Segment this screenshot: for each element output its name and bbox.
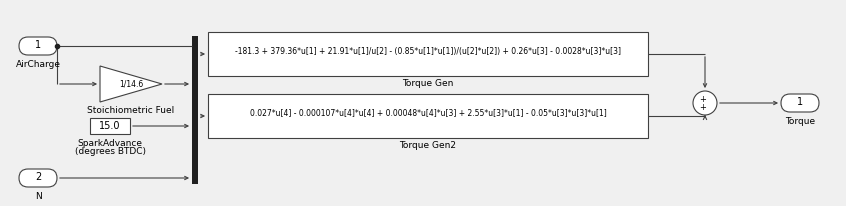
Text: -181.3 + 379.36*u[1] + 21.91*u[1]/u[2] - (0.85*u[1]*u[1])/(u[2]*u[2]) + 0.26*u[3: -181.3 + 379.36*u[1] + 21.91*u[1]/u[2] -… — [235, 47, 621, 55]
Text: (degrees BTDC): (degrees BTDC) — [74, 147, 146, 156]
Text: 15.0: 15.0 — [99, 121, 121, 131]
Text: +: + — [700, 95, 706, 103]
Text: Torque Gen2: Torque Gen2 — [399, 140, 457, 150]
Bar — [208, 94, 648, 138]
Text: Torque Gen: Torque Gen — [403, 78, 453, 88]
Text: +: + — [700, 103, 706, 111]
FancyBboxPatch shape — [781, 94, 819, 112]
Bar — [90, 118, 130, 134]
Polygon shape — [100, 66, 162, 102]
Text: 1: 1 — [797, 97, 803, 107]
Bar — [192, 36, 198, 184]
FancyBboxPatch shape — [19, 37, 57, 55]
Text: Stoichiometric Fuel: Stoichiometric Fuel — [87, 105, 174, 115]
Bar — [208, 32, 648, 76]
Text: 1/14.6: 1/14.6 — [119, 80, 143, 89]
Text: 1: 1 — [35, 40, 41, 50]
FancyBboxPatch shape — [19, 169, 57, 187]
Circle shape — [693, 91, 717, 115]
Text: Torque: Torque — [785, 117, 815, 126]
Text: 0.027*u[4] - 0.000107*u[4]*u[4] + 0.00048*u[4]*u[3] + 2.55*u[3]*u[1] - 0.05*u[3]: 0.027*u[4] - 0.000107*u[4]*u[4] + 0.0004… — [250, 109, 607, 117]
Text: SparkAdvance: SparkAdvance — [78, 139, 142, 148]
Text: AirCharge: AirCharge — [15, 60, 61, 69]
Text: 2: 2 — [35, 172, 41, 182]
Text: N: N — [35, 192, 41, 201]
